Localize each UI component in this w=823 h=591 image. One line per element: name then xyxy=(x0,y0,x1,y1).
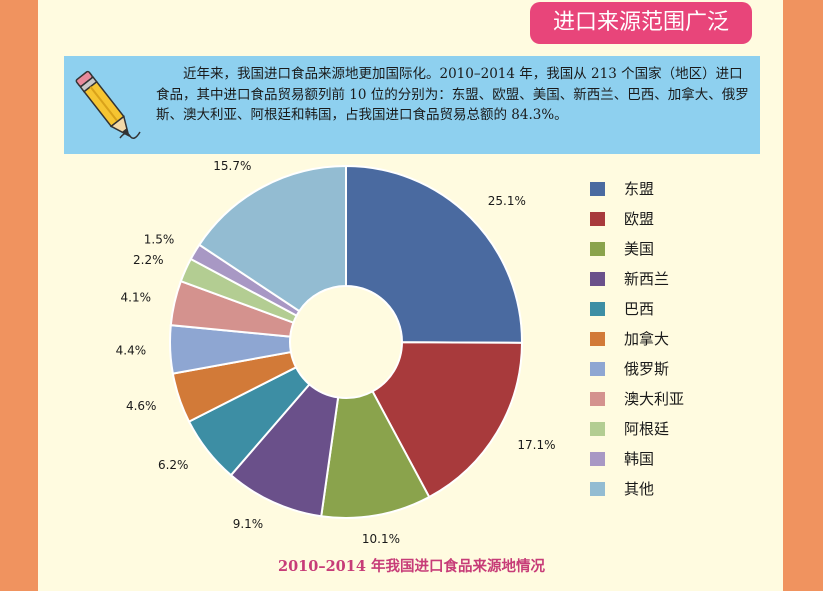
intro-box: 近年来，我国进口食品来源地更加国际化。2010–2014 年，我国从 213 个… xyxy=(64,56,760,154)
legend-label: 加拿大 xyxy=(624,330,670,348)
legend-swatch xyxy=(590,182,605,196)
slice-label-3: 10.1% xyxy=(362,532,400,546)
legend-label: 欧盟 xyxy=(624,210,655,228)
slice-label-11: 15.7% xyxy=(213,159,251,173)
slice-label-9: 2.2% xyxy=(133,253,164,267)
slice-2 xyxy=(371,341,524,499)
legend-swatch xyxy=(590,362,605,376)
slice-label-6: 4.6% xyxy=(126,399,157,413)
legend-swatch xyxy=(590,272,605,286)
legend-swatch xyxy=(590,422,605,436)
legend-label: 新西兰 xyxy=(624,270,670,288)
legend-label: 巴西 xyxy=(624,300,655,318)
legend-swatch xyxy=(590,302,605,316)
legend-swatch xyxy=(590,332,605,346)
legend-label: 美国 xyxy=(624,240,655,258)
slice-11 xyxy=(197,164,347,313)
legend-label: 澳大利亚 xyxy=(624,390,685,408)
legend-swatch xyxy=(590,242,605,256)
slice-label-4: 9.1% xyxy=(233,517,264,531)
chart-caption: 2010–2014 年我国进口食品来源地情况 xyxy=(277,558,545,575)
legend-swatch xyxy=(590,392,605,406)
pencil-icon xyxy=(75,70,141,139)
slice-label-5: 6.2% xyxy=(158,458,189,472)
slice-label-8: 4.1% xyxy=(121,290,152,304)
section-title: 进口来源范围广泛 xyxy=(530,2,752,44)
slice-label-2: 17.1% xyxy=(517,438,555,452)
legend-label: 韩国 xyxy=(624,450,655,468)
intro-text: 近年来，我国进口食品来源地更加国际化。2010–2014 年，我国从 213 个… xyxy=(156,66,749,123)
slice-3 xyxy=(320,389,431,519)
slice-label-7: 4.4% xyxy=(116,343,147,357)
legend-label: 阿根廷 xyxy=(624,420,670,438)
slice-label-10: 1.5% xyxy=(144,232,175,246)
legend-label: 俄罗斯 xyxy=(624,360,670,378)
legend-swatch xyxy=(590,452,605,466)
legend-swatch xyxy=(590,482,605,496)
slice-1 xyxy=(345,164,523,344)
legend-label: 东盟 xyxy=(624,180,655,198)
slice-label-1: 25.1% xyxy=(488,194,526,208)
legend-swatch xyxy=(590,212,605,226)
legend-label: 其他 xyxy=(624,480,655,498)
